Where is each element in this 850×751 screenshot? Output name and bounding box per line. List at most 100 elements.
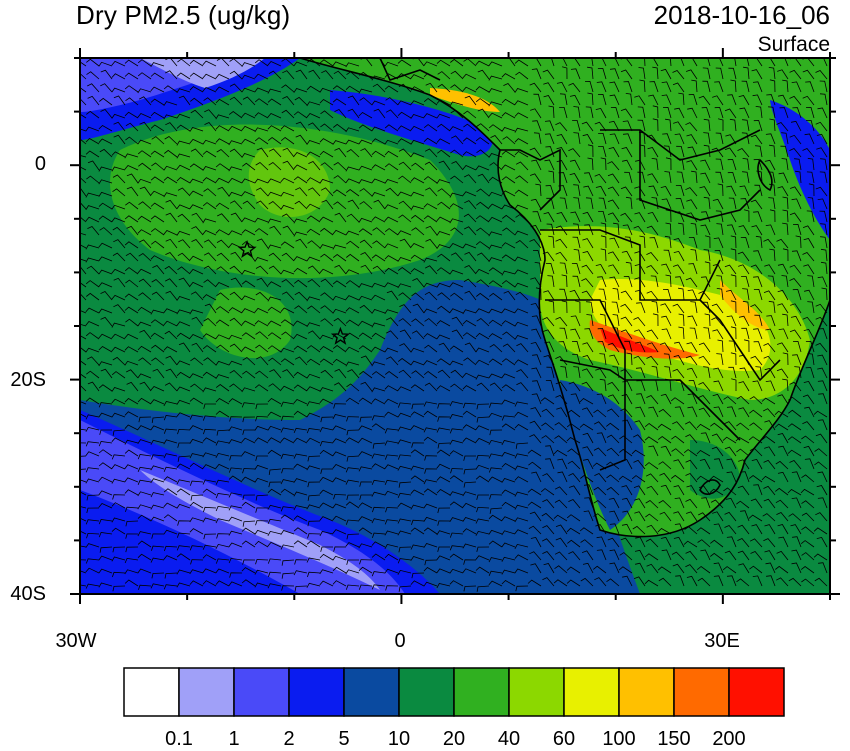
wind-barb: [749, 396, 763, 405]
wind-barb: [306, 358, 321, 366]
wind-barb: [411, 330, 425, 340]
wind-barb: [80, 128, 87, 132]
wind-barb: [675, 198, 685, 210]
wind-barb: [607, 186, 620, 197]
wind-barb: [203, 239, 217, 249]
wind-barb: [685, 498, 698, 509]
wind-barb: [751, 225, 763, 236]
colorbar-swatch: [673, 667, 730, 717]
wind-barb: [660, 484, 672, 496]
wind-barb: [306, 203, 321, 210]
wind-barb: [384, 139, 399, 145]
wind-barb: [488, 557, 503, 563]
wind-barb: [280, 506, 295, 512]
wind-barb: [267, 244, 282, 250]
wind-barb: [267, 345, 282, 353]
wind-barb: [593, 486, 607, 496]
wind-barb: [574, 300, 581, 314]
wind-barb: [765, 380, 776, 392]
wind-barb: [626, 352, 633, 366]
wind-barb: [307, 187, 321, 197]
wind-barb: [346, 455, 360, 462]
wind-barb: [437, 546, 450, 553]
wind-barb: [111, 412, 126, 418]
wind-barb: [189, 163, 204, 171]
wind-barb: [151, 533, 165, 539]
wind-barb: [449, 126, 464, 132]
wind-barb: [411, 318, 425, 327]
wind-barb: [410, 268, 425, 275]
wind-barb: [570, 315, 581, 327]
wind-barb: [358, 397, 373, 405]
wind-barb: [423, 488, 438, 496]
wind-barb: [716, 353, 724, 366]
wind-barb: [562, 58, 568, 67]
wind-barb: [475, 332, 490, 340]
wind-barb: [360, 264, 373, 275]
wind-barb: [764, 264, 776, 275]
wind-barb: [673, 121, 685, 132]
wind-barb: [437, 403, 451, 409]
wind-barb: [633, 485, 646, 496]
wind-barb: [124, 569, 139, 575]
wind-barb: [489, 382, 503, 392]
wind-barb: [100, 69, 113, 80]
colorbar-label: 5: [338, 728, 350, 750]
wind-barb: [111, 387, 126, 392]
wind-barb: [778, 172, 789, 184]
wind-barb: [819, 93, 828, 106]
wind-barb: [410, 489, 425, 496]
wind-barb: [788, 396, 802, 405]
wind-barb: [281, 572, 295, 579]
wind-barb: [686, 575, 698, 587]
wind-barb: [425, 265, 438, 275]
wind-barb: [789, 381, 802, 392]
colorbar-swatch: [453, 667, 510, 717]
wind-barb: [360, 381, 373, 392]
wind-barb: [294, 96, 308, 106]
wind-barb: [567, 448, 581, 457]
wind-barb: [371, 423, 386, 431]
wind-barb: [293, 333, 308, 340]
wind-barb: [138, 292, 152, 301]
wind-barb: [609, 523, 620, 535]
wind-barb: [777, 524, 789, 535]
wind-barb: [293, 463, 308, 470]
wind-barb: [436, 449, 451, 457]
wind-barb: [98, 462, 113, 470]
wind-barb: [358, 516, 373, 522]
wind-barb: [450, 109, 464, 119]
wind-barb: [293, 88, 308, 93]
wind-barb: [612, 366, 620, 379]
wind-barb: [607, 394, 620, 405]
wind-barb: [514, 554, 529, 561]
wind-barb: [717, 339, 724, 353]
wind-barb: [241, 579, 256, 587]
wind-barb: [489, 162, 503, 171]
wind-barb: [546, 197, 555, 210]
wind-barb: [203, 97, 217, 106]
wind-barb: [436, 476, 451, 483]
wind-barb: [488, 467, 503, 473]
wind-barb: [791, 549, 802, 561]
wind-barb: [202, 139, 217, 145]
wind-barb: [99, 546, 113, 553]
wind-barb: [346, 383, 360, 392]
wind-barb: [823, 58, 828, 67]
wind-barb: [254, 464, 269, 470]
lake-victoria: [757, 158, 773, 192]
wind-barb: [359, 97, 373, 106]
wind-barb: [555, 356, 568, 366]
wind-barb: [672, 563, 685, 574]
wind-barb: [307, 265, 321, 275]
wind-barb: [438, 342, 451, 353]
wind-barb: [163, 176, 178, 184]
wind-barb: [726, 224, 737, 236]
wind-barb: [384, 347, 399, 353]
wind-barb: [229, 383, 243, 392]
wind-barb: [307, 481, 321, 488]
wind-barb: [639, 144, 646, 158]
wind-barb: [542, 525, 555, 535]
wind-barb: [606, 578, 620, 587]
wind-barb: [163, 502, 178, 509]
